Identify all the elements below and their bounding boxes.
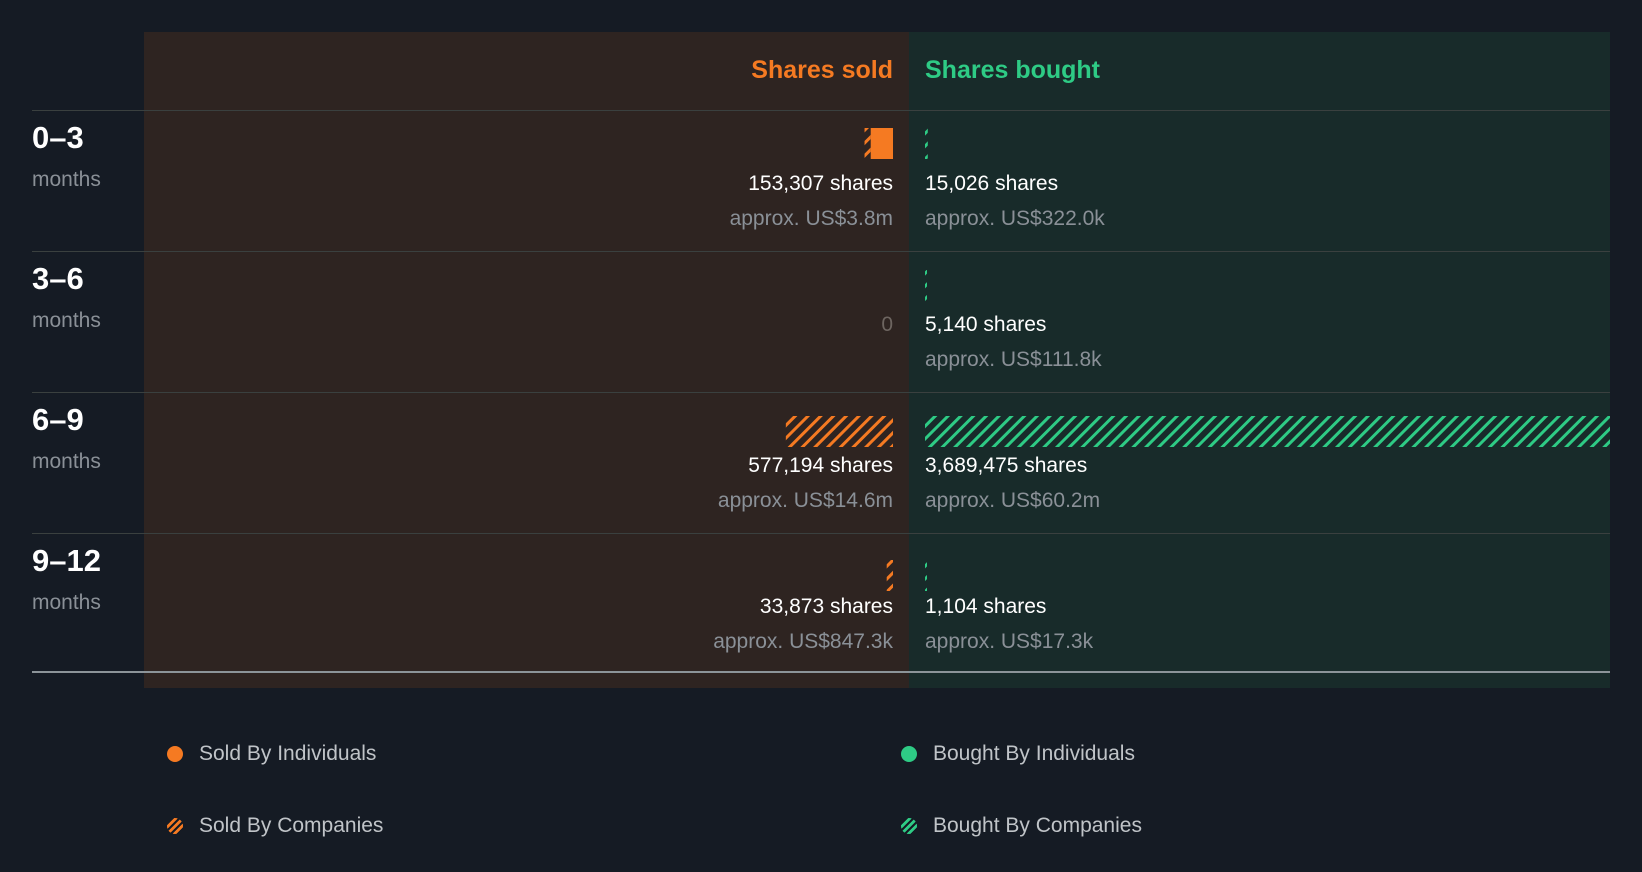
bought-value-6-9: approx. US$60.2m (925, 489, 1101, 512)
row-divider (32, 533, 1610, 534)
sold-shares-9-12: 33,873 shares (759, 595, 893, 618)
bought-shares-3-6: 5,140 shares (925, 313, 1047, 336)
period-label: 0–3 (32, 120, 84, 155)
bought-value-9-12: approx. US$17.3k (925, 630, 1094, 653)
bought-companies-bar (925, 128, 928, 159)
sold-shares-0-3: 153,307 shares (748, 172, 893, 195)
legend-bought-individuals[interactable]: Bought By Individuals (933, 742, 1135, 765)
bought-companies-bar (925, 270, 927, 301)
sold-individuals-bar (870, 128, 893, 159)
chart-baseline (32, 671, 1610, 673)
row-divider (32, 251, 1610, 252)
legend-sold-individuals[interactable]: Sold By Individuals (199, 742, 377, 765)
sold-shares-3-6: 0 (881, 313, 893, 336)
sold-companies-bar (886, 560, 893, 591)
shares-sold-header: Shares sold (751, 56, 893, 84)
sold-companies-bar (864, 128, 871, 159)
shares-bought-header: Shares bought (925, 56, 1101, 84)
period-unit: months (32, 450, 101, 473)
row-divider (32, 392, 1610, 393)
period-label: 3–6 (32, 261, 84, 296)
sold-individuals-legend-icon (167, 746, 183, 762)
sold-value-0-3: approx. US$3.8m (729, 207, 893, 230)
shares-bought-panel (909, 32, 1610, 688)
sold-companies-legend-icon (167, 818, 183, 834)
sold-value-6-9: approx. US$14.6m (717, 489, 893, 512)
period-label: 6–9 (32, 402, 84, 437)
legend-bought-companies[interactable]: Bought By Companies (933, 814, 1142, 837)
row-divider (32, 110, 1610, 111)
sold-shares-6-9: 577,194 shares (748, 454, 893, 477)
period-unit: months (32, 309, 101, 332)
bought-value-0-3: approx. US$322.0k (925, 207, 1105, 230)
period-unit: months (32, 591, 101, 614)
bought-shares-6-9: 3,689,475 shares (925, 454, 1088, 477)
bought-shares-9-12: 1,104 shares (925, 595, 1047, 618)
period-label: 9–12 (32, 543, 101, 578)
sold-value-9-12: approx. US$847.3k (713, 630, 893, 653)
bought-companies-bar (925, 416, 1610, 447)
bought-companies-bar (925, 560, 927, 591)
legend-sold-companies[interactable]: Sold By Companies (199, 814, 384, 837)
period-unit: months (32, 168, 101, 191)
bought-individuals-legend-icon (901, 746, 917, 762)
bought-shares-0-3: 15,026 shares (925, 172, 1059, 195)
shares-sold-panel (144, 32, 909, 688)
sold-companies-bar (785, 416, 893, 447)
bought-companies-legend-icon (901, 818, 917, 834)
bought-value-3-6: approx. US$111.8k (925, 348, 1102, 371)
